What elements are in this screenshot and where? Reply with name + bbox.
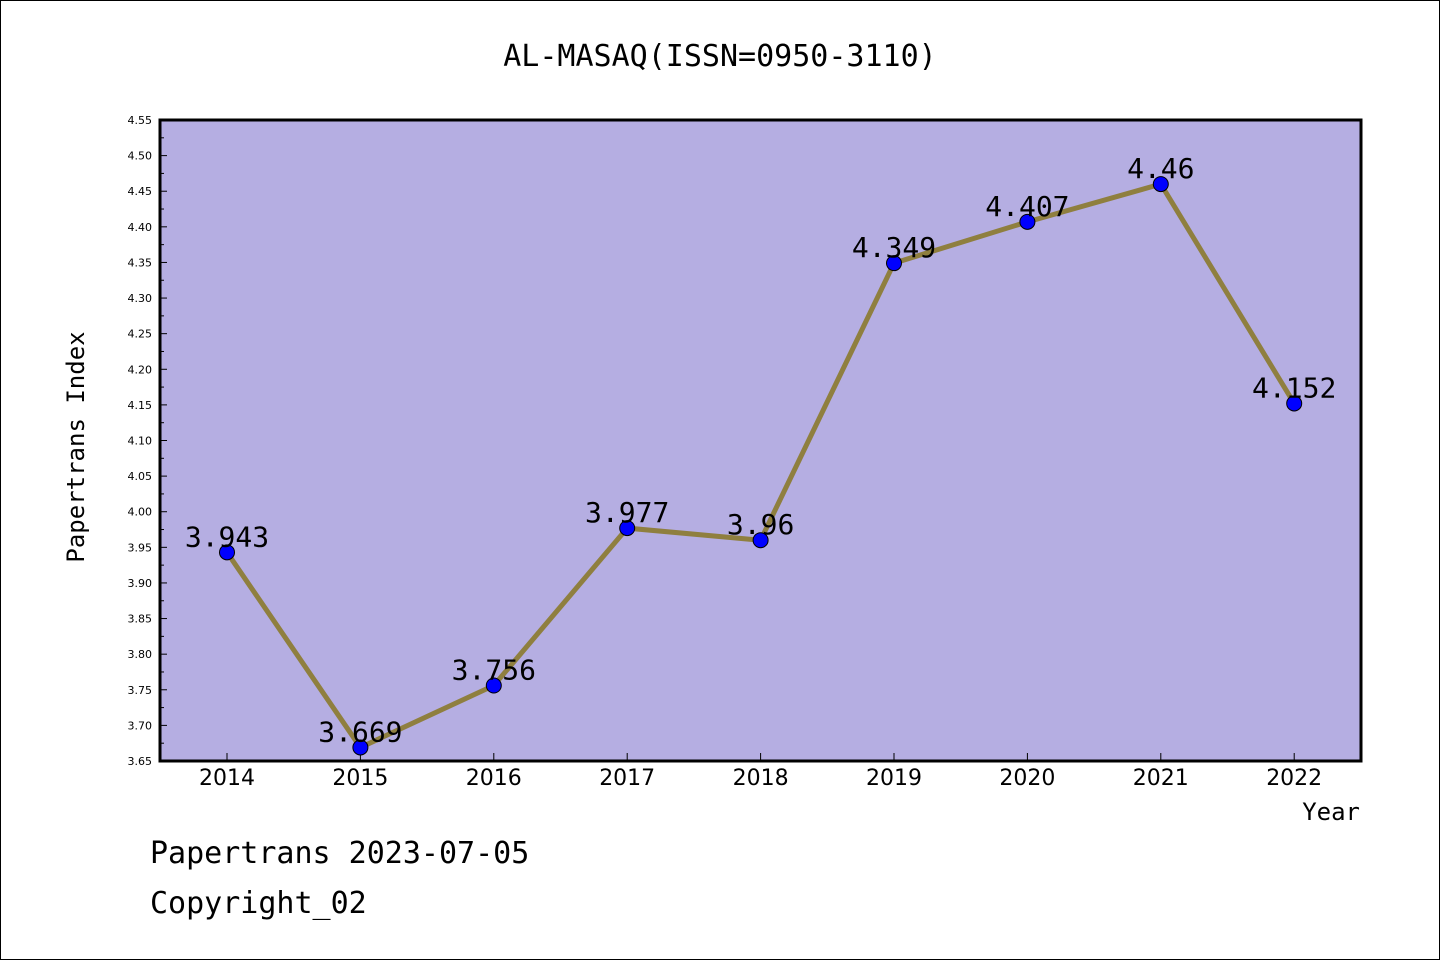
x-tick-label: 2018: [733, 766, 789, 791]
series-line-group: 3.943 3.669 3.756 3.977 3.96 4.349 4.407 4.46 4.…: [185, 152, 1336, 756]
x-tick-label: 2015: [332, 766, 388, 791]
data-label: 3.977: [585, 496, 669, 529]
footer-copyright: Copyright_02: [150, 886, 367, 921]
data-point: [219, 544, 235, 561]
y-tick-label: 3.75: [128, 684, 153, 697]
data-label: 3.669: [318, 715, 402, 748]
x-tick-label: 2020: [999, 766, 1055, 791]
data-point: [1152, 176, 1169, 193]
y-tick-label: 3.70: [128, 719, 153, 732]
y-tick-label: 4.40: [128, 221, 153, 234]
y-tick-label: 4.20: [128, 363, 153, 376]
data-point: [352, 739, 369, 756]
data-point: [886, 255, 902, 272]
x-axis: 2014 2015 2016 2017 2018 2019 2020 2021 2022: [199, 753, 1322, 791]
x-tick-label: 2014: [199, 766, 255, 791]
y-tick-label: 4.25: [128, 328, 153, 341]
plot-area: [160, 120, 1361, 761]
y-tick-label: 4.00: [128, 506, 153, 519]
data-point: [485, 677, 502, 694]
y-tick-label: 4.35: [128, 256, 153, 269]
data-label: 4.349: [852, 231, 936, 264]
y-tick-label: 3.90: [128, 577, 153, 590]
x-tick-label: 2021: [1133, 766, 1189, 791]
y-tick-label: 3.65: [128, 755, 153, 768]
y-tick-label: 4.30: [128, 292, 153, 305]
y-axis: 3.65 3.70 3.75 3.80 3.85 3.90 3.95 4.00 4.05 4.10…: [128, 114, 167, 768]
y-tick-label: 4.10: [128, 435, 153, 448]
data-label: 4.407: [985, 190, 1069, 223]
data-point: [1286, 395, 1303, 412]
chart-title: AL-MASAQ(ISSN=0950-3110): [503, 39, 936, 74]
data-label: 3.756: [452, 654, 536, 687]
x-tick-label: 2019: [866, 766, 922, 791]
data-point: [1019, 213, 1036, 230]
footer-date: Papertrans 2023-07-05: [150, 836, 529, 871]
x-tick-label: 2017: [599, 766, 655, 791]
x-tick-label: 2022: [1266, 766, 1322, 791]
plot-border: [158, 118, 1363, 763]
y-tick-label: 3.85: [128, 613, 153, 626]
y-tick-label: 3.95: [128, 541, 153, 554]
data-point: [752, 532, 769, 549]
data-label: 4.46: [1127, 152, 1194, 185]
y-tick-label: 4.50: [128, 150, 153, 163]
x-tick-label: 2016: [466, 766, 522, 791]
x-axis-label: Year: [1302, 798, 1360, 826]
y-tick-label: 3.80: [128, 648, 153, 661]
data-label: 4.152: [1252, 371, 1336, 404]
data-label: 3.943: [185, 520, 269, 553]
y-tick-label: 4.45: [128, 185, 153, 198]
y-axis-label: Papertrans Index: [62, 331, 90, 562]
y-tick-label: 4.05: [128, 470, 153, 483]
data-point: [619, 520, 636, 537]
data-label: 3.96: [727, 508, 794, 541]
y-tick-label: 4.55: [128, 114, 153, 127]
y-tick-label: 4.15: [128, 399, 153, 412]
